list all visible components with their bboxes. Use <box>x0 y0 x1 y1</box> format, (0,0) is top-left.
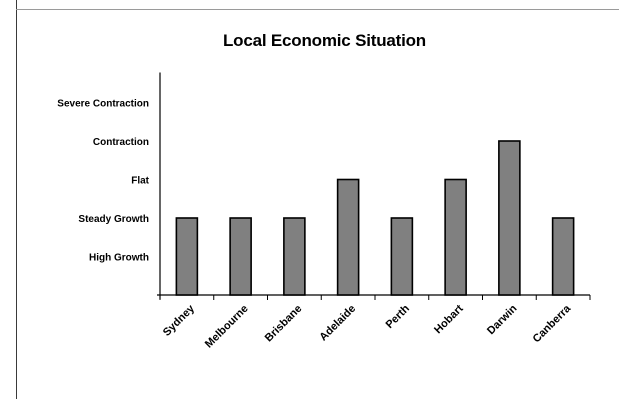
y-tick-label: Contraction <box>93 137 149 148</box>
x-tick-label: Sydney <box>161 302 198 339</box>
bar-canberra <box>551 217 575 296</box>
axes <box>157 72 591 300</box>
x-tick-label: Brisbane <box>263 303 305 345</box>
bar-brisbane <box>283 217 306 296</box>
x-tick-label: Hobart <box>432 302 466 336</box>
bars <box>175 140 575 296</box>
x-tick-label: Darwin <box>485 302 520 337</box>
y-axis-tick-labels: High Growth Steady Growth Flat Contraction S… <box>57 99 149 264</box>
x-tick-label: Canberra <box>531 302 574 345</box>
left-border <box>16 0 17 399</box>
x-axis-tick-labels: Sydney Melbourne Brisbane Adelaide Perth Hoba… <box>161 302 574 350</box>
y-tick-label: Flat <box>131 176 149 187</box>
chart-title: Local Economic Situation <box>222 31 426 50</box>
top-border <box>16 9 619 10</box>
bar-adelaide <box>336 178 360 296</box>
bar-hobart <box>444 178 467 296</box>
x-tick-label: Melbourne <box>203 303 251 351</box>
bar-sydney <box>175 217 199 296</box>
bar-melbourne <box>229 217 252 296</box>
bar-perth <box>390 217 414 296</box>
bar-darwin <box>498 140 521 296</box>
y-tick-label: High Growth <box>89 253 149 264</box>
x-tick-label: Adelaide <box>317 303 358 344</box>
y-tick-label: Steady Growth <box>78 214 149 225</box>
y-tick-label: Severe Contraction <box>57 99 149 110</box>
x-tick-label: Perth <box>384 302 413 331</box>
